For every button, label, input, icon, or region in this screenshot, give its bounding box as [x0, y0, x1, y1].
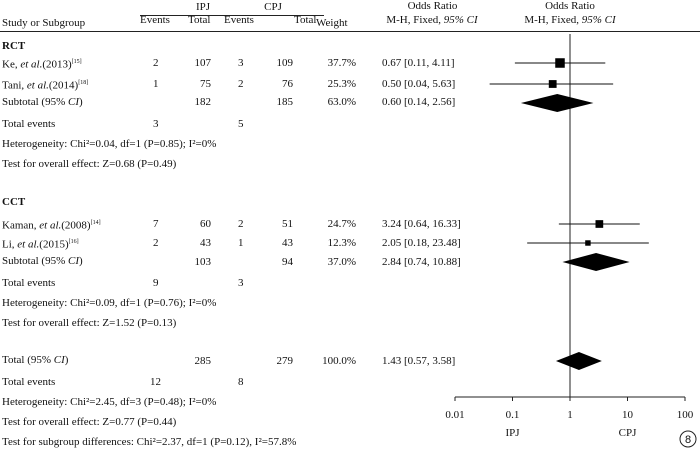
x-axis-tick-label: 0.01	[445, 409, 464, 421]
total2-header: Total	[294, 14, 317, 26]
events2-cell: 2	[238, 78, 244, 90]
overall-effect-text: Test for overall effect: Z=0.68 (P=0.49)	[2, 158, 177, 170]
total1-cell: 75	[200, 78, 211, 90]
total2-cell: 43	[282, 237, 293, 249]
total-events-label: Total events	[2, 277, 56, 289]
x-axis-tick-label: 10	[622, 409, 634, 421]
total-events1: 3	[153, 118, 159, 130]
events2-cell: 1	[238, 237, 244, 249]
subtotal-diamond	[520, 94, 594, 112]
subtotal-total1: 103	[194, 256, 212, 268]
weight-cell: 12.3%	[327, 237, 356, 249]
events1-cell: 2	[153, 57, 159, 69]
group1-header: IPJ	[195, 1, 211, 13]
subtotal-weight: 37.0%	[327, 256, 356, 268]
weight-cell: 25.3%	[327, 78, 356, 90]
events2-header: Events	[224, 14, 254, 26]
study-column-header: Study or Subgroup	[2, 17, 86, 29]
events1-cell: 2	[153, 237, 159, 249]
total-events1: 12	[150, 376, 161, 388]
or-ci-cell: 0.67 [0.11, 4.11]	[382, 57, 455, 69]
total2-cell: 109	[276, 57, 294, 69]
weight-cell: 37.7%	[327, 57, 356, 69]
subgroup-differences-text: Test for subgroup differences: Chi²=2.37…	[2, 436, 297, 448]
group2-header: CPJ	[264, 1, 282, 13]
total-events2: 3	[238, 277, 244, 289]
subtotal-label: Subtotal (95% CI)	[2, 255, 83, 267]
subtotal-total1: 182	[194, 96, 212, 108]
or-ci-cell: 3.24 [0.64, 16.33]	[382, 218, 461, 230]
total-total2: 279	[276, 355, 294, 367]
weight-cell: 24.7%	[327, 218, 356, 230]
or-title-header: Odds Ratio	[407, 0, 458, 12]
total1-cell: 43	[200, 237, 211, 249]
events1-cell: 1	[153, 78, 159, 90]
badge-circle	[679, 430, 697, 448]
total-events2: 5	[238, 118, 244, 130]
study-label: Tani, et al.(2014)[18]	[2, 79, 89, 92]
study-label: Kaman, et al.(2008)[14]	[2, 219, 101, 232]
x-axis-tick-label: 100	[677, 409, 694, 421]
total-events2: 8	[238, 376, 244, 388]
weight-header: Weight	[316, 17, 348, 29]
favours-right-label: CPJ	[619, 427, 637, 439]
events1-header: Events	[140, 14, 170, 26]
overall-effect-text: Test for overall effect: Z=1.52 (P=0.13)	[2, 317, 177, 329]
group2-header-rule	[224, 15, 324, 16]
header-rule	[0, 31, 700, 32]
subtotal-diamond	[562, 253, 630, 271]
x-axis-tick-label: 0.1	[506, 409, 520, 421]
total2-cell: 76	[282, 78, 293, 90]
study-or-square	[548, 80, 557, 88]
subtotal-or-ci: 2.84 [0.74, 10.88]	[382, 256, 461, 268]
events2-cell: 2	[238, 218, 244, 230]
overall-effect-text: Test for overall effect: Z=0.77 (P=0.44)	[2, 416, 177, 428]
study-label: Li, et al.(2015)[16]	[2, 238, 79, 251]
total1-cell: 107	[194, 57, 212, 69]
total-or-ci: 1.43 [0.57, 3.58]	[382, 355, 456, 367]
subgroup-title-cct: CCT	[2, 196, 26, 208]
subtotal-or-ci: 0.60 [0.14, 2.56]	[382, 96, 456, 108]
heterogeneity-text: Heterogeneity: Chi²=0.04, df=1 (P=0.85);…	[2, 138, 217, 150]
total-total1: 285	[194, 355, 212, 367]
total-weight: 100.0%	[322, 355, 356, 367]
events1-cell: 7	[153, 218, 159, 230]
overall-diamond	[555, 352, 602, 370]
total-events-label: Total events	[2, 118, 56, 130]
events2-cell: 3	[238, 57, 244, 69]
or-ci-cell: 0.50 [0.04, 5.63]	[382, 78, 456, 90]
x-axis-tick-label: 1	[567, 409, 573, 421]
favours-left-label: IPJ	[505, 427, 520, 439]
study-or-square	[595, 220, 604, 228]
total-events-label: Total events	[2, 376, 56, 388]
total1-header: Total	[188, 14, 211, 26]
subtotal-weight: 63.0%	[327, 96, 356, 108]
study-or-square	[555, 58, 565, 68]
plot-title-header: Odds Ratio	[545, 0, 595, 12]
subtotal-total2: 185	[276, 96, 294, 108]
subgroup-title-rct: RCT	[2, 40, 26, 52]
study-label: Ke, et al.(2013)[15]	[2, 58, 82, 71]
or-ci-cell: 2.05 [0.18, 23.48]	[382, 237, 461, 249]
heterogeneity-text: Heterogeneity: Chi²=0.09, df=1 (P=0.76);…	[2, 297, 217, 309]
total1-cell: 60	[200, 218, 211, 230]
heterogeneity-text: Heterogeneity: Chi²=2.45, df=3 (P=0.48);…	[2, 396, 217, 408]
plot-method-header: M-H, Fixed, 95% CI	[524, 14, 616, 26]
subtotal-label: Subtotal (95% CI)	[2, 96, 83, 108]
subtotal-total2: 94	[282, 256, 293, 268]
or-method-header: M-H, Fixed, 95% CI	[386, 14, 478, 26]
total-label: Total (95% CI)	[2, 354, 69, 366]
total-events1: 9	[153, 277, 159, 289]
badge-label: 8	[685, 434, 691, 446]
study-or-square	[585, 240, 591, 246]
total2-cell: 51	[282, 218, 293, 230]
group1-header-rule	[140, 15, 252, 16]
